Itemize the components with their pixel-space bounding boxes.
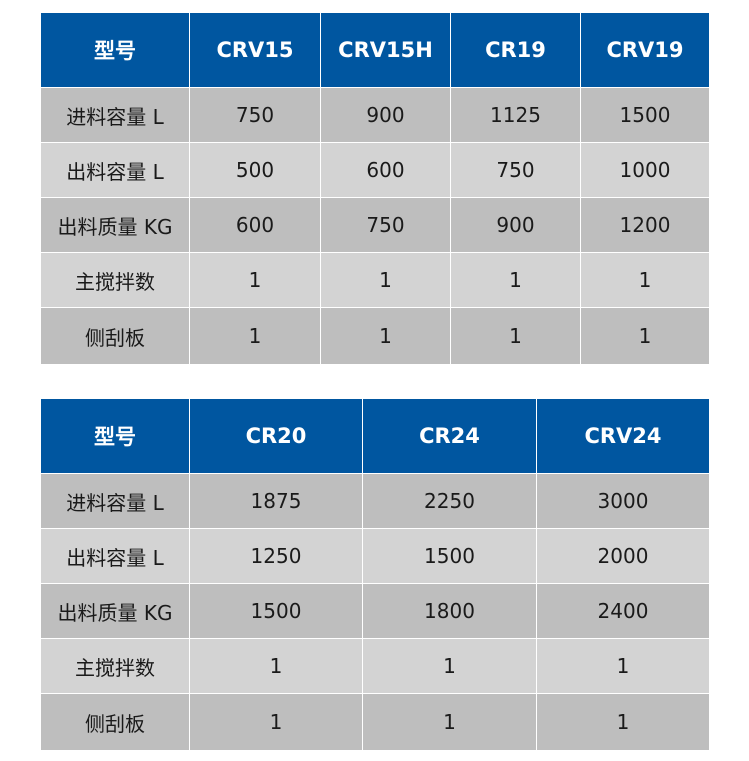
row-label: 主搅拌数 <box>40 638 190 694</box>
table-cell: 750 <box>450 142 581 198</box>
table-row: 出料质量 KG 1500 1800 2400 <box>40 583 710 639</box>
row-label: 出料容量 L <box>40 142 190 198</box>
table-cell: 2250 <box>362 473 537 529</box>
row-label: 出料容量 L <box>40 528 190 584</box>
table-row: 主搅拌数 1 1 1 <box>40 638 710 694</box>
header-row: 型号 CRV15 CRV15H CR19 CRV19 <box>40 12 710 88</box>
header-cell: CRV19 <box>580 12 710 88</box>
table-cell: 1875 <box>189 473 363 529</box>
header-row: 型号 CR20 CR24 CRV24 <box>40 398 710 474</box>
table-row: 侧刮板 1 1 1 1 <box>40 307 710 365</box>
table-cell: 1500 <box>580 87 710 143</box>
table-cell: 1 <box>320 307 451 365</box>
table-cell: 1 <box>320 252 451 308</box>
table-cell: 1 <box>189 638 363 694</box>
header-cell: CRV15 <box>189 12 321 88</box>
header-cell: CRV24 <box>536 398 710 474</box>
row-label: 进料容量 L <box>40 87 190 143</box>
table-row: 进料容量 L 1875 2250 3000 <box>40 473 710 529</box>
table-row: 主搅拌数 1 1 1 1 <box>40 252 710 308</box>
table-cell: 1 <box>536 693 710 751</box>
row-label: 主搅拌数 <box>40 252 190 308</box>
table-cell: 1200 <box>580 197 710 253</box>
table-cell: 2400 <box>536 583 710 639</box>
table-cell: 3000 <box>536 473 710 529</box>
header-cell: CRV15H <box>320 12 451 88</box>
table-cell: 750 <box>320 197 451 253</box>
header-cell: 型号 <box>40 12 190 88</box>
header-cell: CR20 <box>189 398 363 474</box>
table-row: 侧刮板 1 1 1 <box>40 693 710 751</box>
table-row: 出料容量 L 1250 1500 2000 <box>40 528 710 584</box>
table-row: 出料质量 KG 600 750 900 1200 <box>40 197 710 253</box>
header-cell: CR24 <box>362 398 537 474</box>
spec-table-1: 型号 CRV15 CRV15H CR19 CRV19 进料容量 L 750 900 1125 15… <box>40 12 710 365</box>
table-cell: 1500 <box>189 583 363 639</box>
table-cell: 1 <box>450 307 581 365</box>
table-cell: 1 <box>450 252 581 308</box>
table-cell: 1 <box>536 638 710 694</box>
table-cell: 1125 <box>450 87 581 143</box>
table-cell: 900 <box>450 197 581 253</box>
row-label: 出料质量 KG <box>40 583 190 639</box>
table-cell: 750 <box>189 87 321 143</box>
table-cell: 500 <box>189 142 321 198</box>
row-label: 侧刮板 <box>40 693 190 751</box>
header-cell: 型号 <box>40 398 190 474</box>
table-cell: 1000 <box>580 142 710 198</box>
table-cell: 1 <box>580 307 710 365</box>
table-cell: 1 <box>362 638 537 694</box>
header-cell: CR19 <box>450 12 581 88</box>
row-label: 进料容量 L <box>40 473 190 529</box>
table-row: 进料容量 L 750 900 1125 1500 <box>40 87 710 143</box>
table-cell: 1 <box>189 693 363 751</box>
table-cell: 600 <box>320 142 451 198</box>
table-cell: 900 <box>320 87 451 143</box>
table-cell: 1250 <box>189 528 363 584</box>
table-cell: 600 <box>189 197 321 253</box>
table-cell: 1 <box>580 252 710 308</box>
table-cell: 1 <box>189 307 321 365</box>
row-label: 侧刮板 <box>40 307 190 365</box>
table-cell: 1800 <box>362 583 537 639</box>
table-cell: 2000 <box>536 528 710 584</box>
row-label: 出料质量 KG <box>40 197 190 253</box>
table-row: 出料容量 L 500 600 750 1000 <box>40 142 710 198</box>
table-cell: 1 <box>362 693 537 751</box>
table-cell: 1500 <box>362 528 537 584</box>
table-cell: 1 <box>189 252 321 308</box>
